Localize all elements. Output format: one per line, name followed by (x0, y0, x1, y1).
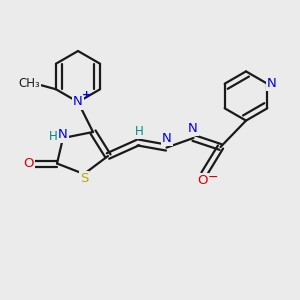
Text: N: N (58, 128, 68, 142)
Text: −: − (208, 171, 218, 184)
Text: H: H (135, 124, 144, 138)
Text: N: N (73, 95, 83, 109)
Text: O: O (197, 174, 208, 187)
Text: CH₃: CH₃ (18, 77, 40, 90)
Text: N: N (188, 122, 198, 135)
Text: O: O (23, 157, 34, 170)
Text: N: N (267, 77, 277, 90)
Text: N: N (162, 131, 172, 145)
Text: H: H (49, 130, 58, 143)
Text: S: S (80, 172, 88, 185)
Text: +: + (82, 90, 91, 100)
